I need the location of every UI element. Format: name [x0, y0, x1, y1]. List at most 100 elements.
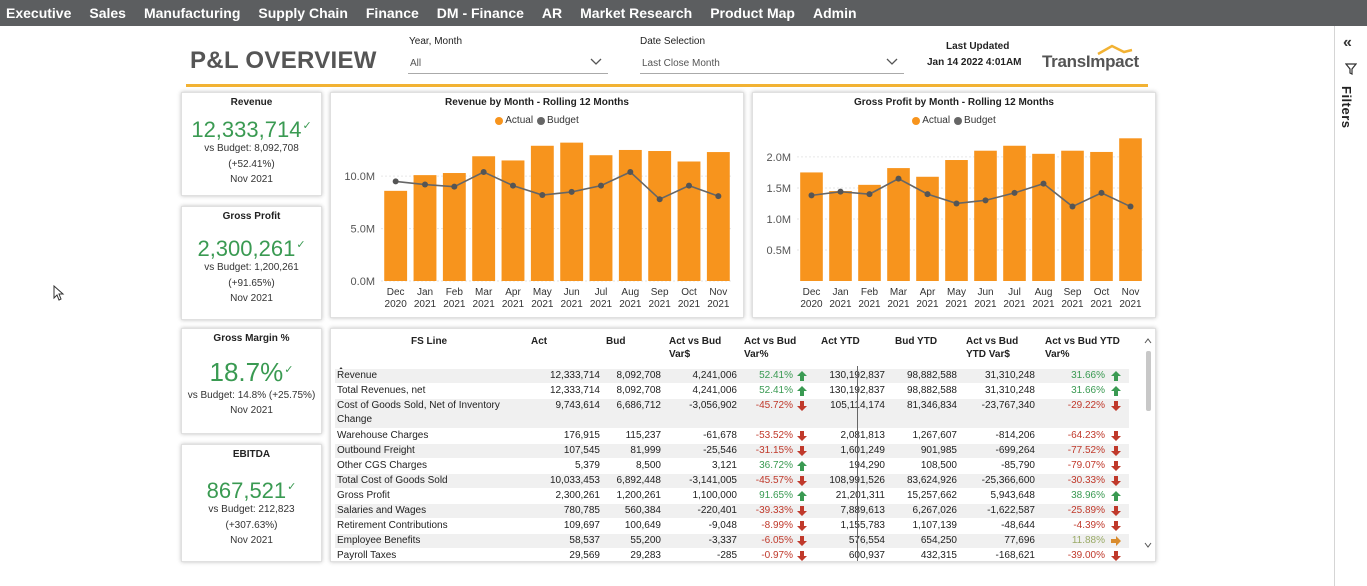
kpi-value: 867,521✓	[206, 478, 297, 503]
varp-cell: -45.72%	[755, 400, 793, 411]
budget-point	[656, 196, 663, 203]
nav-item-executive[interactable]: Executive	[6, 5, 72, 21]
kpi-card-gross-margin[interactable]: Gross Margin % 18.7%✓ vs Budget: 14.8% (…	[181, 328, 322, 434]
budget-dot	[954, 116, 963, 125]
budget-point	[627, 168, 634, 175]
nav-item-finance[interactable]: Finance	[365, 5, 419, 21]
nav-item-ar[interactable]: AR	[541, 5, 563, 21]
table-row[interactable]: Warehouse Charges 176,915 115,237 -61,678 -5…	[335, 429, 1129, 443]
legend-budget[interactable]: Budget	[954, 115, 996, 126]
last-updated-value: Jan 14 2022 4:01AM	[927, 57, 1022, 68]
table-row[interactable]: Employee Benefits 58,537 55,200 -3,337 -6.05…	[335, 534, 1129, 548]
filters-label[interactable]: Filters	[1339, 86, 1354, 129]
kpi-period: Nov 2021	[230, 405, 273, 416]
var-cell: 1,100,000	[692, 490, 738, 501]
table-row[interactable]: Other CGS Charges 5,379 8,500 3,121 36.72% 19…	[335, 459, 1129, 473]
legend-actual[interactable]: Actual	[495, 115, 533, 126]
year-month-dropdown[interactable]: All	[408, 54, 608, 74]
kpi-budget: vs Budget: 8,092,708	[204, 143, 299, 154]
nav-item-market-research[interactable]: Market Research	[580, 5, 693, 21]
ytd-varp-cell: -29.22%	[1067, 400, 1105, 411]
x-tick-month: Oct	[1094, 287, 1110, 298]
x-tick-month: Oct	[681, 287, 697, 298]
x-tick-month: Jan	[417, 287, 433, 298]
x-tick-month: Apr	[920, 287, 936, 298]
nav-item-product-map[interactable]: Product Map	[710, 5, 795, 21]
kpi-card-gross-profit[interactable]: Gross Profit 2,300,261✓ vs Budget: 1,200…	[181, 206, 322, 320]
col-header-var[interactable]: Act vs Bud Var$	[669, 336, 722, 360]
budget-point	[715, 193, 722, 200]
filter-icon[interactable]	[1344, 62, 1358, 80]
bar-actual	[916, 176, 939, 281]
date-selection-label: Date Selection	[640, 36, 706, 47]
legend-budget[interactable]: Budget	[537, 115, 579, 126]
budget-point	[598, 182, 604, 189]
ytd-var-cell: -85,790	[1001, 460, 1035, 471]
x-tick-year: 2021	[561, 299, 584, 310]
act-ytd-cell: 21,201,311	[835, 490, 885, 501]
nav-item-supply-chain[interactable]: Supply Chain	[258, 5, 348, 21]
col-header-bud[interactable]: Bud	[606, 336, 626, 347]
bud-cell: 6,686,712	[616, 400, 662, 411]
col-header-fs-line[interactable]: FS Line	[411, 336, 448, 347]
kpi-period: Nov 2021	[230, 293, 273, 304]
x-tick-month: Aug	[1035, 287, 1053, 298]
gross-profit-chart-card[interactable]: Gross Profit by Month - Rolling 12 Month…	[752, 92, 1156, 318]
kpi-card-revenue[interactable]: Revenue 12,333,714✓ vs Budget: 8,092,708…	[181, 92, 322, 196]
nav-item-sales[interactable]: Sales	[89, 5, 126, 21]
x-tick-year: 2021	[1032, 299, 1055, 310]
act-cell: 12,333,714	[549, 385, 600, 396]
fs-table-card[interactable]: FS Line Act Bud Act vs Bud Var$ Act vs B…	[330, 328, 1156, 562]
kpi-variance: (+307.63%)	[225, 520, 278, 531]
chevron-down-icon	[590, 56, 602, 69]
kpi-card-ebitda[interactable]: EBITDA 867,521✓ vs Budget: 212,823 (+307…	[181, 444, 322, 562]
arrow-right-icon	[1110, 535, 1122, 547]
table-row[interactable]: Cost of Goods Sold, Net of Inventory Chan…	[335, 399, 1129, 428]
nav-item-dm-finance[interactable]: DM - Finance	[436, 5, 524, 21]
fs-line-cell: Total Revenues, net	[337, 385, 426, 396]
bud-cell: 8,500	[635, 460, 661, 471]
table-row[interactable]: Total Revenues, net 12,333,714 8,092,708 4,…	[335, 384, 1129, 398]
table-row[interactable]: Gross Profit 2,300,261 1,200,261 1,100,000 9…	[335, 489, 1129, 503]
arrow-down-icon	[1110, 460, 1122, 472]
x-tick-month: Aug	[621, 287, 639, 298]
scroll-thumb[interactable]	[1146, 351, 1151, 411]
arrow-down-icon	[1110, 505, 1122, 517]
table-row[interactable]: Revenue 12,333,714 8,092,708 4,241,006 52.41…	[335, 369, 1129, 383]
budget-point	[1069, 203, 1076, 210]
col-header-ytd-var[interactable]: Act vs Bud YTD Var$	[966, 336, 1019, 360]
ytd-varp-cell: -39.00%	[1067, 550, 1105, 561]
revenue-chart-card[interactable]: Revenue by Month - Rolling 12 Months Act…	[330, 92, 744, 318]
budget-point	[392, 178, 399, 185]
varp-cell: -39.33%	[755, 505, 793, 516]
col-header-bud-ytd[interactable]: Bud YTD	[895, 336, 938, 347]
nav-item-manufacturing[interactable]: Manufacturing	[143, 5, 241, 21]
col-header-act[interactable]: Act	[531, 336, 548, 347]
table-row[interactable]: Total Cost of Goods Sold 10,033,453 6,892,…	[335, 474, 1129, 488]
budget-point	[895, 175, 902, 182]
table-row[interactable]: Outbound Freight 107,545 81,999 -25,546 -31.…	[335, 444, 1129, 458]
x-tick-year: 2021	[619, 299, 642, 310]
col-header-varp[interactable]: Act vs Bud Var%	[744, 336, 797, 360]
filters-pane[interactable]: « Filters	[1334, 26, 1367, 586]
budget-point	[924, 191, 931, 198]
collapse-pane-icon[interactable]: «	[1343, 34, 1352, 51]
date-selection-dropdown[interactable]: Last Close Month	[640, 54, 904, 74]
table-row[interactable]: Payroll Taxes 29,569 29,283 -285 -0.97% 600,9…	[335, 549, 1129, 561]
arrow-up-icon	[1110, 370, 1122, 382]
x-tick-month: Feb	[861, 287, 879, 298]
act-ytd-cell: 1,601,249	[840, 445, 886, 456]
kpi-title: Revenue	[230, 97, 273, 108]
budget-point	[539, 192, 546, 199]
legend-actual[interactable]: Actual	[912, 115, 950, 126]
col-header-act-ytd[interactable]: Act YTD	[821, 336, 860, 347]
table-row[interactable]: Salaries and Wages 780,785 560,384 -220,401…	[335, 504, 1129, 518]
revenue-chart-svg: 0.0M5.0M10.0MDec2020Jan2021Feb2021Mar202…	[344, 142, 733, 310]
ytd-varp-cell: -64.23%	[1067, 430, 1105, 441]
col-header-ytd-varp[interactable]: Act vs Bud YTD Var%	[1045, 336, 1120, 360]
bar-actual	[829, 191, 852, 281]
bud-cell: 55,200	[630, 535, 661, 546]
table-scrollbar[interactable]	[1144, 337, 1152, 549]
table-row[interactable]: Retirement Contributions 109,697 100,649 -9…	[335, 519, 1129, 533]
nav-item-admin[interactable]: Admin	[812, 5, 857, 21]
